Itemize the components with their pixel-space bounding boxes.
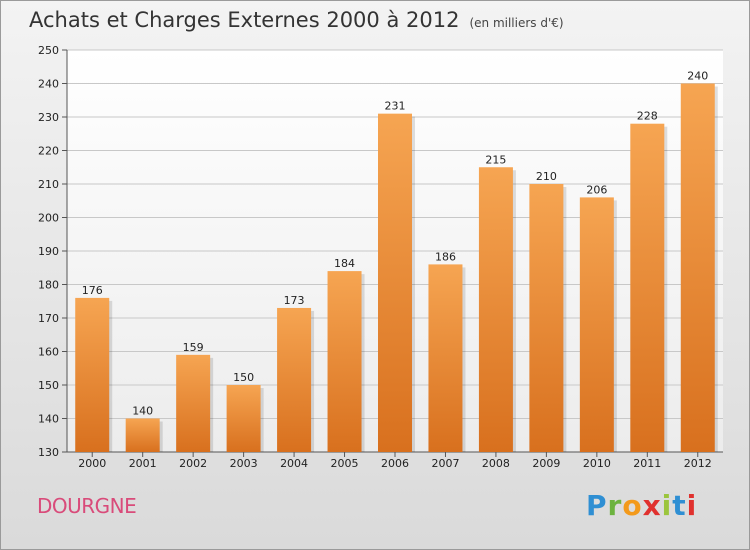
bars xyxy=(75,83,718,453)
y-tick-label: 170 xyxy=(38,312,59,325)
proxiti-logo[interactable]: Proxiti xyxy=(586,489,697,522)
y-tick-label: 150 xyxy=(38,379,59,392)
x-tick-label: 2004 xyxy=(280,457,308,470)
bar xyxy=(579,197,614,452)
bar-value-label: 240 xyxy=(687,70,708,83)
commune-name: DOURGNE xyxy=(37,494,137,518)
x-tick-label: 2001 xyxy=(129,457,157,470)
logo-letter: P xyxy=(586,489,608,522)
y-tick-label: 230 xyxy=(38,111,59,124)
bar-value-label: 228 xyxy=(637,110,658,123)
bar xyxy=(630,123,665,452)
bar-value-label: 215 xyxy=(485,153,506,166)
x-tick-label: 2002 xyxy=(179,457,207,470)
bar xyxy=(327,271,362,452)
bar-value-label: 206 xyxy=(586,183,607,196)
y-tick-label: 200 xyxy=(38,212,59,225)
title-text: Achats et Charges Externes 2000 à 2012 xyxy=(29,8,460,32)
bar-value-label: 210 xyxy=(536,170,557,183)
data-labels: 176 140 159 150 173 184 231 186 215 210 206 228 240 xyxy=(82,70,709,418)
x-tick-label: 2005 xyxy=(331,457,359,470)
bar xyxy=(378,113,412,453)
logo-letter: i xyxy=(661,489,673,522)
bar-value-label: 186 xyxy=(435,250,456,263)
bar xyxy=(478,167,513,452)
x-tick-label: 2003 xyxy=(230,457,258,470)
bar xyxy=(125,418,160,452)
bar xyxy=(176,354,211,452)
x-tick-label: 2009 xyxy=(532,457,560,470)
y-tick-label: 190 xyxy=(38,245,59,258)
bar xyxy=(277,307,312,452)
logo-letter: i xyxy=(686,489,698,522)
bar-value-label: 231 xyxy=(385,100,406,113)
chart-title: Achats et Charges Externes 2000 à 2012 (e… xyxy=(29,8,564,32)
x-tick-label: 2007 xyxy=(431,457,459,470)
logo-letter: r xyxy=(607,489,623,522)
bar-value-label: 140 xyxy=(132,405,153,418)
bar xyxy=(75,297,110,452)
logo-letter: o xyxy=(622,489,643,522)
bar-value-label: 159 xyxy=(183,341,204,354)
y-tick-label: 240 xyxy=(38,78,59,91)
x-tick-label: 2006 xyxy=(381,457,409,470)
bar xyxy=(680,83,715,452)
bar-value-label: 184 xyxy=(334,257,355,270)
bar-value-label: 173 xyxy=(284,294,305,307)
y-tick-label: 220 xyxy=(38,145,59,158)
y-tick-label: 160 xyxy=(38,346,59,359)
bar xyxy=(529,184,564,452)
bar xyxy=(428,264,463,452)
bar-value-label: 150 xyxy=(233,371,254,384)
bar-value-label: 176 xyxy=(82,284,103,297)
x-tick-label: 2011 xyxy=(633,457,661,470)
y-tick-label: 140 xyxy=(38,413,59,426)
logo-letter: t xyxy=(672,489,687,522)
unit-note: (en milliers d'€) xyxy=(469,16,564,30)
bar xyxy=(226,385,261,452)
y-tick-label: 250 xyxy=(38,44,59,57)
x-tick-label: 2010 xyxy=(583,457,611,470)
logo-letter: x xyxy=(642,489,662,522)
y-tick-label: 210 xyxy=(38,178,59,191)
axes: 130 140 150 160 170 180 190 200 210 220 230 240 250 2… xyxy=(38,44,723,470)
x-tick-label: 2012 xyxy=(684,457,712,470)
y-tick-label: 130 xyxy=(38,446,59,459)
x-tick-label: 2008 xyxy=(482,457,510,470)
y-tick-label: 180 xyxy=(38,279,59,292)
x-tick-label: 2000 xyxy=(78,457,106,470)
